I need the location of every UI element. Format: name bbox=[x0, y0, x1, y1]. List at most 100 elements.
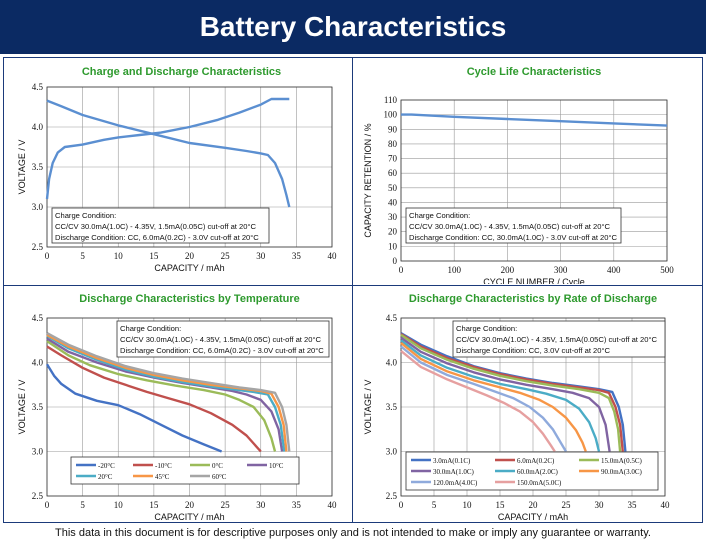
x-tick-label: 200 bbox=[501, 265, 515, 275]
chart-title: Discharge Characteristics by Temperature bbox=[79, 293, 300, 305]
x-tick-label: 500 bbox=[660, 265, 674, 275]
y-tick-label: 4.5 bbox=[32, 82, 44, 92]
legend-label: 0°C bbox=[212, 462, 223, 470]
x-axis-label: CYCLE NUMBER / Cycle bbox=[483, 277, 585, 284]
series-line-45-c bbox=[46, 333, 288, 452]
legend-label: 6.0mA(0.2C) bbox=[517, 457, 555, 465]
series-line-150-0ma-5-0c bbox=[400, 349, 556, 453]
chart-charge-discharge: Charge and Discharge Characteristics 0 5 10… bbox=[17, 66, 338, 273]
x-tick-label: 300 bbox=[554, 265, 568, 275]
series-line-60-c bbox=[46, 332, 291, 452]
legend-label: 60°C bbox=[212, 473, 227, 481]
x-tick-label: 5 bbox=[80, 251, 85, 261]
charts-frame bbox=[3, 57, 703, 523]
y-tick-label: 4.0 bbox=[386, 358, 398, 368]
y-tick-label: 20 bbox=[388, 227, 398, 237]
y-tick-label: 2.5 bbox=[386, 491, 398, 501]
x-tick-label: 25 bbox=[221, 251, 231, 261]
legend-label: 60.0mA(2.0C) bbox=[517, 468, 559, 476]
series-line-30-0ma-1-0c bbox=[400, 336, 611, 452]
legend-label: 20°C bbox=[98, 473, 113, 481]
series-line-20-c bbox=[45, 363, 223, 453]
x-tick-label: 25 bbox=[562, 500, 572, 510]
x-tick-label: 35 bbox=[628, 500, 638, 510]
chart-title: Discharge Characteristics by Rate of Dis… bbox=[409, 293, 657, 305]
y-tick-label: 3.5 bbox=[32, 162, 44, 172]
y-tick-label: 80 bbox=[388, 139, 398, 149]
y-tick-label: 4.0 bbox=[32, 358, 44, 368]
condition-line: Discharge Condition: CC, 6.0mA(0.2C) - 3… bbox=[120, 346, 324, 355]
legend-label: 3.0mA(0.1C) bbox=[433, 457, 471, 465]
condition-box bbox=[452, 320, 666, 358]
x-axis-label: CAPACITY / mAh bbox=[154, 263, 224, 273]
quadrant-divider-horizontal bbox=[3, 285, 703, 286]
y-tick-label: 3.5 bbox=[386, 402, 398, 412]
legend-label: 90.0mA(3.0C) bbox=[601, 468, 643, 476]
x-tick-label: 0 bbox=[45, 500, 50, 510]
x-tick-label: 0 bbox=[399, 500, 404, 510]
condition-line: CC/CV 30.0mA(1.0C) - 4.35V, 1.5mA(0.05C)… bbox=[55, 222, 256, 231]
condition-box bbox=[116, 320, 330, 358]
condition-line: Discharge Condition: CC, 30.0mA(1.0C) - … bbox=[409, 233, 618, 242]
chart-discharge-by-rate: Discharge Characteristics by Rate of Dis… bbox=[363, 293, 670, 521]
series-line-0-c bbox=[46, 340, 277, 452]
y-tick-label: 4.5 bbox=[32, 313, 44, 323]
y-tick-label: 3.0 bbox=[386, 447, 398, 457]
x-tick-label: 10 bbox=[114, 251, 124, 261]
y-tick-label: 50 bbox=[388, 183, 398, 193]
condition-line: CC/CV 30.0mA(1.0C) - 4.35V, 1.5mA(0.05C)… bbox=[409, 222, 610, 231]
series-line-6-0ma-0-2c bbox=[400, 332, 624, 452]
x-tick-label: 5 bbox=[80, 500, 85, 510]
legend-label: 30.0mA(1.0C) bbox=[433, 468, 475, 476]
condition-line: CC/CV 30.0mA(1.0C) - 4.35V, 1.5mA(0.05C)… bbox=[456, 335, 657, 344]
plot-frame bbox=[400, 317, 666, 497]
y-tick-label: 3.0 bbox=[32, 202, 44, 212]
y-tick-label: 2.5 bbox=[32, 491, 44, 501]
x-tick-label: 10 bbox=[114, 500, 124, 510]
x-tick-label: 15 bbox=[149, 500, 159, 510]
chart-discharge-by-temperature: Discharge Characteristics by Temperature… bbox=[17, 293, 338, 521]
series-line-10-c bbox=[46, 345, 262, 453]
y-tick-label: 10 bbox=[388, 241, 398, 251]
page-title: Battery Characteristics bbox=[199, 11, 507, 42]
series-line-90-0ma-3-0c bbox=[400, 341, 587, 452]
condition-line: Charge Condition: bbox=[120, 324, 181, 333]
legend-box bbox=[405, 451, 659, 491]
y-tick-label: 30 bbox=[388, 212, 398, 222]
chart-title: Cycle Life Characteristics bbox=[467, 66, 602, 78]
x-tick-label: 10 bbox=[463, 500, 473, 510]
x-tick-label: 100 bbox=[447, 265, 461, 275]
x-tick-label: 5 bbox=[432, 500, 437, 510]
header-banner: Battery Characteristics bbox=[0, 0, 706, 54]
y-tick-label: 4.5 bbox=[386, 313, 398, 323]
plot-frame bbox=[46, 86, 333, 248]
condition-line: Discharge Condition: CC, 3.0V cut-off at… bbox=[456, 346, 611, 355]
y-tick-label: 110 bbox=[384, 95, 398, 105]
x-tick-label: 0 bbox=[399, 265, 404, 275]
x-tick-label: 15 bbox=[496, 500, 506, 510]
y-tick-label: 70 bbox=[388, 154, 398, 164]
x-tick-label: 0 bbox=[45, 251, 50, 261]
x-tick-label: 400 bbox=[607, 265, 621, 275]
legend-label: -20°C bbox=[98, 462, 115, 470]
y-axis-label: VOLTAGE / V bbox=[17, 380, 27, 435]
x-tick-label: 15 bbox=[149, 251, 159, 261]
x-tick-label: 30 bbox=[256, 500, 266, 510]
y-tick-label: 60 bbox=[388, 168, 398, 178]
x-axis-label: CAPACITY / mAh bbox=[498, 512, 568, 521]
y-tick-label: 3.5 bbox=[32, 402, 44, 412]
x-tick-label: 20 bbox=[529, 500, 539, 510]
series-line-20-c bbox=[46, 334, 286, 452]
y-tick-label: 3.0 bbox=[32, 447, 44, 457]
y-axis-label: VOLTAGE / V bbox=[17, 140, 27, 195]
x-tick-label: 40 bbox=[328, 500, 338, 510]
y-tick-label: 2.5 bbox=[32, 242, 44, 252]
legend-label: 120.0mA(4.0C) bbox=[433, 479, 478, 487]
plot-frame bbox=[46, 317, 333, 497]
condition-line: Charge Condition: bbox=[456, 324, 517, 333]
x-tick-label: 30 bbox=[595, 500, 605, 510]
series-line-60-0ma-2-0c bbox=[400, 339, 601, 452]
x-tick-label: 40 bbox=[328, 251, 338, 261]
legend-label: -10°C bbox=[155, 462, 172, 470]
series-line-1 bbox=[45, 97, 290, 200]
